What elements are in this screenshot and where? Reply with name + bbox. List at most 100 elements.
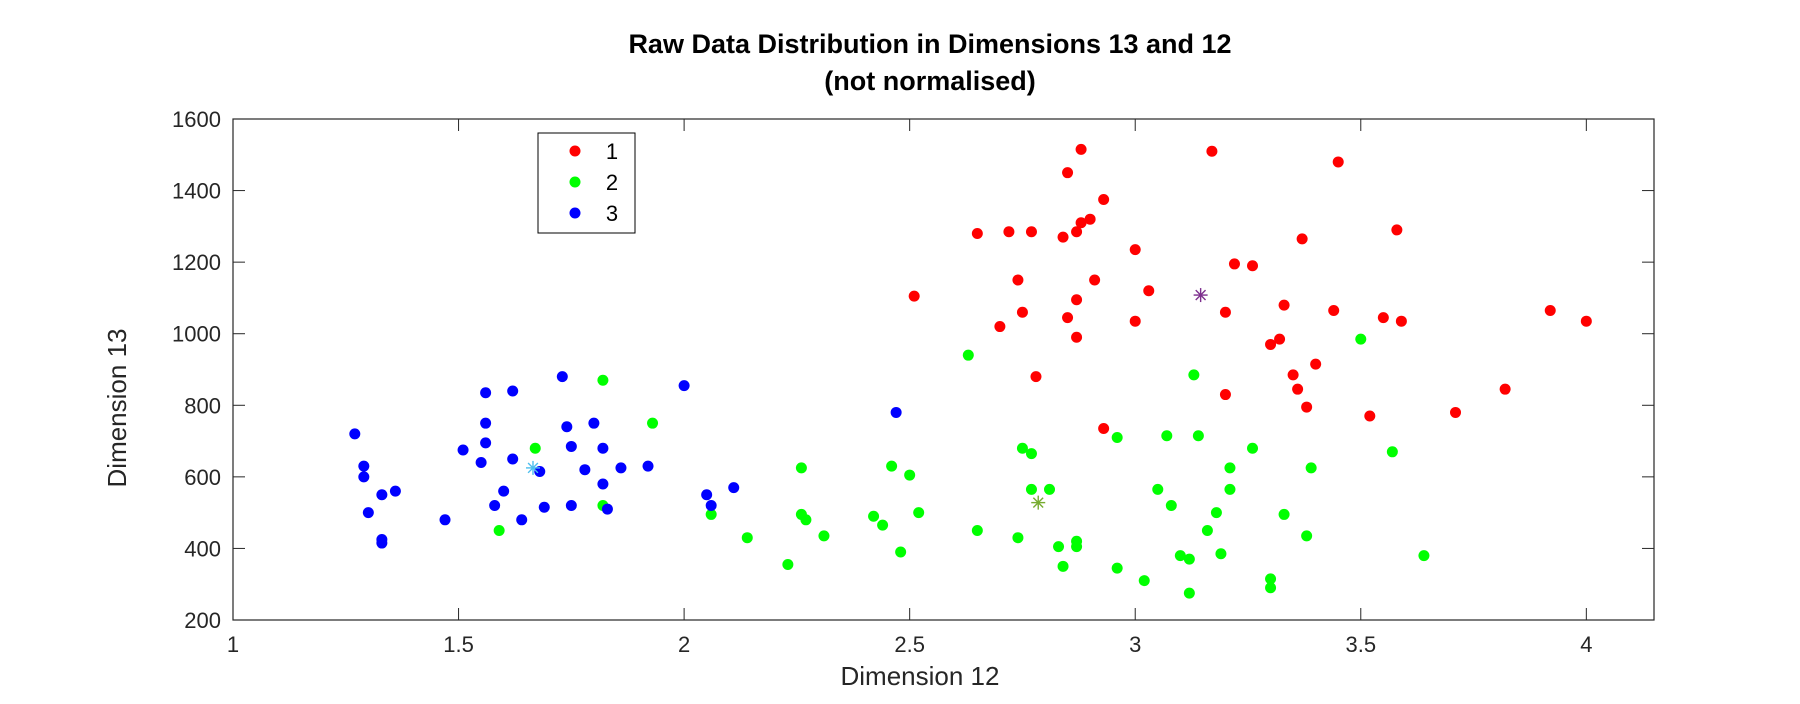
point-cluster-1: [1274, 333, 1286, 345]
point-cluster-1: [1450, 406, 1462, 418]
point-cluster-2: [1418, 550, 1430, 562]
point-cluster-1: [1057, 231, 1069, 243]
y-tick-label: 800: [184, 393, 221, 418]
point-cluster-2: [1265, 573, 1277, 585]
point-cluster-1: [1003, 226, 1015, 238]
point-cluster-1: [1292, 383, 1304, 395]
point-cluster-2: [782, 559, 794, 571]
point-cluster-3: [507, 385, 519, 397]
point-cluster-1: [1025, 226, 1037, 238]
point-cluster-1: [1016, 306, 1028, 318]
point-cluster-3: [498, 485, 510, 497]
point-cluster-1: [1228, 258, 1240, 270]
y-tick-label: 1400: [172, 179, 221, 204]
point-cluster-1: [1062, 312, 1074, 324]
point-cluster-1: [1395, 315, 1407, 327]
point-cluster-1: [994, 321, 1006, 333]
point-cluster-1: [1287, 369, 1299, 381]
point-cluster-1: [1580, 315, 1592, 327]
point-cluster-3: [358, 471, 370, 483]
point-cluster-1: [1247, 260, 1259, 272]
point-cluster-1: [1075, 143, 1087, 155]
point-cluster-3: [565, 499, 577, 511]
point-cluster-2: [962, 349, 974, 361]
point-cluster-3: [534, 465, 546, 477]
point-cluster-3: [538, 501, 550, 513]
point-cluster-3: [579, 464, 591, 476]
point-cluster-3: [597, 442, 609, 454]
point-cluster-3: [489, 499, 501, 511]
point-cluster-1: [1219, 306, 1231, 318]
point-cluster-2: [1183, 553, 1195, 565]
y-tick-label: 400: [184, 536, 221, 561]
x-tick-label: 4: [1580, 632, 1592, 657]
legend-marker-3: [569, 207, 581, 219]
point-cluster-1: [1391, 224, 1403, 236]
x-tick-label: 2.5: [894, 632, 925, 657]
point-cluster-3: [507, 453, 519, 465]
point-cluster-2: [1355, 333, 1367, 345]
point-cluster-3: [480, 437, 492, 449]
legend-marker-1: [569, 145, 581, 157]
point-cluster-2: [1192, 430, 1204, 442]
point-cluster-1: [1310, 358, 1322, 370]
point-cluster-3: [642, 460, 654, 472]
point-cluster-1: [1030, 371, 1042, 383]
point-cluster-2: [1016, 442, 1028, 454]
point-cluster-3: [480, 417, 492, 429]
point-cluster-2: [868, 510, 880, 522]
point-cluster-2: [493, 525, 505, 537]
point-cluster-2: [895, 546, 907, 558]
point-cluster-2: [1201, 525, 1213, 537]
centroid-marker-2: [1031, 495, 1046, 510]
point-cluster-1: [1071, 294, 1083, 306]
point-cluster-3: [705, 499, 717, 511]
x-tick-label: 1: [227, 632, 239, 657]
point-cluster-2: [1386, 446, 1398, 458]
point-cluster-2: [1025, 483, 1037, 495]
point-cluster-1: [971, 228, 983, 240]
point-cluster-3: [349, 428, 361, 440]
point-cluster-2: [1305, 462, 1317, 474]
point-cluster-2: [971, 525, 983, 537]
legend: 1 2 3: [537, 132, 636, 234]
point-cluster-1: [1071, 331, 1083, 343]
point-cluster-2: [1215, 548, 1227, 560]
point-cluster-2: [1183, 587, 1195, 599]
point-cluster-3: [457, 444, 469, 456]
point-cluster-2: [1278, 508, 1290, 520]
axes-box: [232, 118, 1655, 621]
point-cluster-2: [1111, 562, 1123, 574]
legend-box: [537, 132, 636, 234]
legend-label-1: 1: [606, 139, 618, 164]
point-cluster-3: [890, 406, 902, 418]
point-cluster-1: [1071, 226, 1083, 238]
chart-subtitle: (not normalised): [824, 66, 1036, 96]
centroid-marker-3: [525, 460, 540, 475]
point-cluster-2: [800, 514, 812, 526]
point-cluster-1: [1544, 304, 1556, 316]
point-cluster-1: [1075, 217, 1087, 229]
point-cluster-2: [705, 508, 717, 520]
x-tick-label: 3.5: [1345, 632, 1376, 657]
point-cluster-2: [597, 374, 609, 386]
point-cluster-1: [1098, 194, 1110, 206]
point-cluster-2: [1188, 369, 1200, 381]
point-cluster-2: [904, 469, 916, 481]
x-tick-label: 2: [678, 632, 690, 657]
point-cluster-2: [1165, 499, 1177, 511]
point-cluster-3: [480, 387, 492, 399]
point-cluster-2: [647, 417, 659, 429]
point-cluster-1: [1129, 244, 1141, 256]
point-cluster-1: [1089, 274, 1101, 286]
point-cluster-2: [795, 462, 807, 474]
point-cluster-2: [1071, 541, 1083, 553]
point-cluster-3: [439, 514, 451, 526]
point-cluster-2: [1247, 442, 1259, 454]
legend-label-2: 2: [606, 170, 618, 195]
point-cluster-3: [565, 440, 577, 452]
y-tick-label: 200: [184, 608, 221, 633]
point-cluster-3: [597, 478, 609, 490]
point-cluster-1: [1364, 410, 1376, 422]
